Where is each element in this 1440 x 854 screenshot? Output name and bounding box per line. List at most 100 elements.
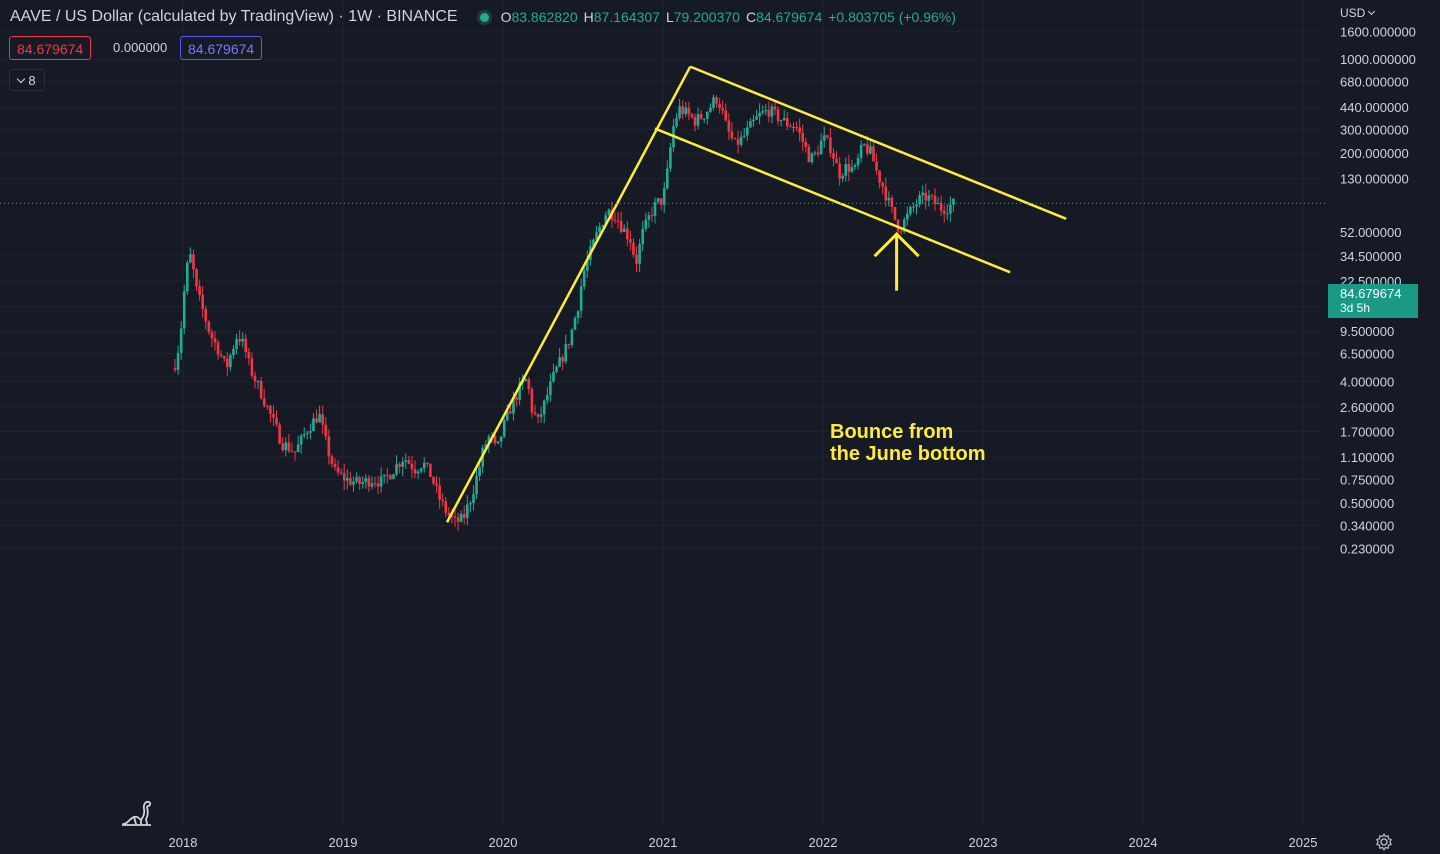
candle-body (687, 107, 691, 115)
time-axis: 2018 2019 2020 2021 2022 2023 2024 2025 (169, 835, 1318, 850)
candle-body (619, 221, 623, 232)
candle-body (604, 215, 608, 226)
x-tick-label: 2020 (489, 835, 518, 850)
candle-body (238, 339, 241, 342)
candle-body (838, 163, 841, 179)
buy-price-pill[interactable]: 84.679674 (180, 36, 263, 60)
candle-body (250, 358, 254, 376)
candle-body (502, 420, 506, 437)
candle-body (533, 412, 537, 414)
candle-body (801, 132, 804, 142)
candle-body (601, 225, 604, 227)
candle-body (358, 477, 361, 484)
candle-body (432, 477, 435, 484)
candle-body (493, 435, 497, 444)
chevron-down-icon (17, 74, 26, 83)
candle-body (607, 209, 611, 216)
candle-body (382, 474, 386, 477)
candle-body (724, 110, 728, 121)
candle-body (632, 242, 635, 255)
candle-body (186, 262, 189, 292)
candle-body (410, 463, 414, 470)
ohlc-key: L (665, 9, 674, 25)
candle-body (629, 239, 632, 243)
candle-body (546, 395, 549, 401)
candle-body (222, 356, 226, 359)
candle-body (336, 467, 340, 473)
candle-body (844, 164, 848, 176)
candle-body (542, 400, 546, 415)
candle-body (456, 517, 460, 522)
candle-body (173, 367, 177, 370)
candle-body (946, 213, 949, 215)
candle-body (773, 106, 777, 110)
candle-body (715, 97, 718, 104)
currency-selector[interactable]: USD (1340, 6, 1376, 20)
arrow-head (873, 232, 920, 258)
candle-body (829, 137, 832, 154)
candle-body (758, 112, 761, 117)
sell-price-pill[interactable]: 84.679674 (9, 36, 92, 60)
annotation-text: Bounce from the June bottom (830, 421, 986, 465)
candle-body (558, 357, 561, 367)
settings-gear-icon[interactable] (1374, 832, 1394, 852)
spread-value: 0.000000 (113, 40, 168, 55)
candle-body (327, 436, 331, 457)
candle-body (896, 219, 900, 232)
candle-body (795, 126, 798, 128)
candle-body (832, 153, 835, 159)
candle-body (875, 161, 878, 171)
candle-body (706, 111, 709, 119)
candle-body (921, 192, 924, 196)
candle-body (302, 434, 306, 436)
candle-body (869, 146, 872, 154)
y-tick-label: 0.230000 (1340, 541, 1394, 556)
candle-body (447, 512, 451, 516)
tradingview-logo-icon[interactable] (120, 795, 154, 829)
y-tick-label: 52.000000 (1340, 225, 1401, 240)
candle-body (370, 483, 374, 487)
candle-body (247, 352, 251, 359)
candle-body (219, 354, 223, 357)
candle-body (287, 442, 291, 452)
candle-body (718, 103, 721, 109)
candle-body (444, 501, 448, 513)
trendline (654, 127, 1011, 274)
ohlc-value: 83.862820 (511, 9, 578, 25)
candle-body (952, 198, 955, 205)
candle-body (810, 153, 814, 163)
candle-body (872, 146, 875, 162)
candle-body (733, 138, 737, 140)
bar-countdown: 3d 5h (1340, 301, 1371, 315)
candle-body (453, 516, 457, 518)
candle-body (819, 140, 823, 155)
candle-body (582, 270, 586, 287)
indicators-toggle[interactable]: 8 (9, 69, 45, 91)
candle-body (293, 451, 297, 453)
candle-body (324, 424, 328, 437)
y-tick-label: 0.340000 (1340, 519, 1394, 534)
candle-body (333, 463, 337, 468)
candle-body (613, 219, 617, 221)
chevron-down-icon (1368, 7, 1376, 16)
symbol-title[interactable]: AAVE / US Dollar (calculated by TradingV… (10, 8, 458, 25)
candle-body (290, 451, 294, 453)
trendline (689, 65, 1067, 220)
candle-body (524, 379, 528, 382)
y-tick-label: 130.000000 (1340, 171, 1409, 186)
candle-body (893, 206, 897, 220)
x-tick-label: 2018 (169, 835, 198, 850)
x-tick-label: 2019 (329, 835, 358, 850)
candle-body (826, 135, 829, 138)
candle-body (853, 165, 857, 168)
candle-body (256, 381, 260, 383)
candle-body (309, 431, 312, 433)
trendline (445, 66, 692, 523)
x-tick-label: 2025 (1289, 835, 1318, 850)
candle-body (592, 239, 595, 247)
candle-body (376, 483, 380, 487)
candle-body (924, 192, 928, 201)
candle-body (472, 493, 475, 504)
y-tick-label: 6.500000 (1340, 346, 1394, 361)
